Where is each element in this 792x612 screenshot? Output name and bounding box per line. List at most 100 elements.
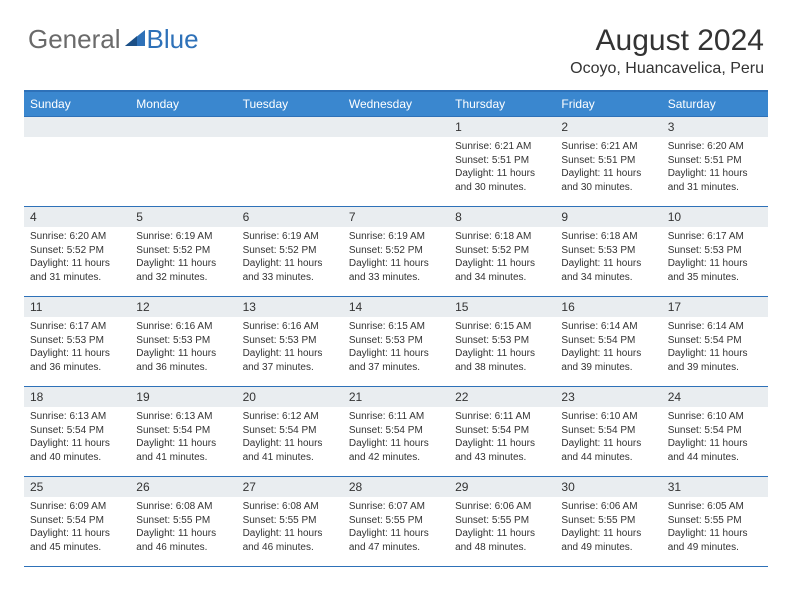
calendar-table: SundayMondayTuesdayWednesdayThursdayFrid… (24, 90, 768, 567)
day-detail-text: Sunrise: 6:08 AMSunset: 5:55 PMDaylight:… (130, 497, 236, 558)
day-detail-text: Sunrise: 6:07 AMSunset: 5:55 PMDaylight:… (343, 497, 449, 558)
day-number-bar: 13 (237, 297, 343, 317)
logo-sail-icon (123, 30, 145, 50)
day-number-bar: 27 (237, 477, 343, 497)
calendar-day-cell: 19Sunrise: 6:13 AMSunset: 5:54 PMDayligh… (130, 387, 236, 477)
day-number-bar: 8 (449, 207, 555, 227)
calendar-day-cell: 12Sunrise: 6:16 AMSunset: 5:53 PMDayligh… (130, 297, 236, 387)
calendar-week-row: 11Sunrise: 6:17 AMSunset: 5:53 PMDayligh… (24, 297, 768, 387)
day-detail-text: Sunrise: 6:16 AMSunset: 5:53 PMDaylight:… (237, 317, 343, 378)
calendar-day-cell: 21Sunrise: 6:11 AMSunset: 5:54 PMDayligh… (343, 387, 449, 477)
day-header: Thursday (449, 91, 555, 117)
day-detail-text: Sunrise: 6:15 AMSunset: 5:53 PMDaylight:… (449, 317, 555, 378)
day-detail-text: Sunrise: 6:15 AMSunset: 5:53 PMDaylight:… (343, 317, 449, 378)
day-number-bar (24, 117, 130, 137)
calendar-day-cell: 20Sunrise: 6:12 AMSunset: 5:54 PMDayligh… (237, 387, 343, 477)
page-header: General Blue August 2024 Ocoyo, Huancave… (0, 0, 792, 84)
day-number-bar: 5 (130, 207, 236, 227)
day-number-bar: 30 (555, 477, 661, 497)
day-detail-text: Sunrise: 6:11 AMSunset: 5:54 PMDaylight:… (449, 407, 555, 468)
day-detail-text: Sunrise: 6:06 AMSunset: 5:55 PMDaylight:… (449, 497, 555, 558)
calendar-day-cell (24, 117, 130, 207)
day-detail-text: Sunrise: 6:16 AMSunset: 5:53 PMDaylight:… (130, 317, 236, 378)
day-number-bar: 28 (343, 477, 449, 497)
day-number-bar: 24 (662, 387, 768, 407)
location-text: Ocoyo, Huancavelica, Peru (570, 60, 764, 78)
calendar-day-cell: 17Sunrise: 6:14 AMSunset: 5:54 PMDayligh… (662, 297, 768, 387)
calendar-day-cell: 16Sunrise: 6:14 AMSunset: 5:54 PMDayligh… (555, 297, 661, 387)
day-number-bar: 17 (662, 297, 768, 317)
day-detail-text: Sunrise: 6:20 AMSunset: 5:52 PMDaylight:… (24, 227, 130, 288)
day-number-bar: 16 (555, 297, 661, 317)
day-number-bar: 4 (24, 207, 130, 227)
month-title: August 2024 (570, 24, 764, 58)
day-number-bar: 21 (343, 387, 449, 407)
day-number-bar: 15 (449, 297, 555, 317)
day-number-bar: 31 (662, 477, 768, 497)
day-number-bar (237, 117, 343, 137)
day-detail-text: Sunrise: 6:05 AMSunset: 5:55 PMDaylight:… (662, 497, 768, 558)
calendar-day-cell: 15Sunrise: 6:15 AMSunset: 5:53 PMDayligh… (449, 297, 555, 387)
day-number-bar: 12 (130, 297, 236, 317)
brand-logo: General Blue (28, 24, 199, 55)
day-detail-text: Sunrise: 6:13 AMSunset: 5:54 PMDaylight:… (130, 407, 236, 468)
calendar-day-cell (237, 117, 343, 207)
day-detail-text: Sunrise: 6:17 AMSunset: 5:53 PMDaylight:… (24, 317, 130, 378)
calendar-day-cell: 29Sunrise: 6:06 AMSunset: 5:55 PMDayligh… (449, 477, 555, 567)
calendar-header-row: SundayMondayTuesdayWednesdayThursdayFrid… (24, 91, 768, 117)
day-detail-text: Sunrise: 6:18 AMSunset: 5:52 PMDaylight:… (449, 227, 555, 288)
calendar-day-cell: 26Sunrise: 6:08 AMSunset: 5:55 PMDayligh… (130, 477, 236, 567)
calendar-day-cell: 14Sunrise: 6:15 AMSunset: 5:53 PMDayligh… (343, 297, 449, 387)
day-number-bar: 7 (343, 207, 449, 227)
day-detail-text: Sunrise: 6:10 AMSunset: 5:54 PMDaylight:… (555, 407, 661, 468)
brand-part2: Blue (147, 24, 199, 55)
day-detail-text: Sunrise: 6:21 AMSunset: 5:51 PMDaylight:… (449, 137, 555, 198)
calendar-day-cell: 23Sunrise: 6:10 AMSunset: 5:54 PMDayligh… (555, 387, 661, 477)
day-number-bar: 14 (343, 297, 449, 317)
day-detail-text: Sunrise: 6:06 AMSunset: 5:55 PMDaylight:… (555, 497, 661, 558)
day-detail-text: Sunrise: 6:08 AMSunset: 5:55 PMDaylight:… (237, 497, 343, 558)
calendar-day-cell: 13Sunrise: 6:16 AMSunset: 5:53 PMDayligh… (237, 297, 343, 387)
day-detail-text: Sunrise: 6:14 AMSunset: 5:54 PMDaylight:… (662, 317, 768, 378)
day-number-bar: 18 (24, 387, 130, 407)
calendar-day-cell: 25Sunrise: 6:09 AMSunset: 5:54 PMDayligh… (24, 477, 130, 567)
calendar-day-cell: 1Sunrise: 6:21 AMSunset: 5:51 PMDaylight… (449, 117, 555, 207)
calendar-day-cell: 6Sunrise: 6:19 AMSunset: 5:52 PMDaylight… (237, 207, 343, 297)
brand-part1: General (28, 24, 121, 55)
calendar-week-row: 25Sunrise: 6:09 AMSunset: 5:54 PMDayligh… (24, 477, 768, 567)
calendar-day-cell (343, 117, 449, 207)
calendar-day-cell: 3Sunrise: 6:20 AMSunset: 5:51 PMDaylight… (662, 117, 768, 207)
calendar-week-row: 1Sunrise: 6:21 AMSunset: 5:51 PMDaylight… (24, 117, 768, 207)
day-number-bar: 11 (24, 297, 130, 317)
day-number-bar (130, 117, 236, 137)
calendar-day-cell: 24Sunrise: 6:10 AMSunset: 5:54 PMDayligh… (662, 387, 768, 477)
day-number-bar: 1 (449, 117, 555, 137)
calendar-day-cell: 4Sunrise: 6:20 AMSunset: 5:52 PMDaylight… (24, 207, 130, 297)
day-number-bar (343, 117, 449, 137)
day-number-bar: 9 (555, 207, 661, 227)
day-number-bar: 22 (449, 387, 555, 407)
calendar-week-row: 18Sunrise: 6:13 AMSunset: 5:54 PMDayligh… (24, 387, 768, 477)
day-detail-text: Sunrise: 6:19 AMSunset: 5:52 PMDaylight:… (343, 227, 449, 288)
calendar-day-cell: 18Sunrise: 6:13 AMSunset: 5:54 PMDayligh… (24, 387, 130, 477)
day-detail-text: Sunrise: 6:09 AMSunset: 5:54 PMDaylight:… (24, 497, 130, 558)
day-detail-text: Sunrise: 6:18 AMSunset: 5:53 PMDaylight:… (555, 227, 661, 288)
day-number-bar: 20 (237, 387, 343, 407)
day-number-bar: 10 (662, 207, 768, 227)
day-header: Wednesday (343, 91, 449, 117)
title-block: August 2024 Ocoyo, Huancavelica, Peru (570, 24, 764, 78)
calendar-day-cell: 10Sunrise: 6:17 AMSunset: 5:53 PMDayligh… (662, 207, 768, 297)
calendar-day-cell: 28Sunrise: 6:07 AMSunset: 5:55 PMDayligh… (343, 477, 449, 567)
calendar-day-cell: 2Sunrise: 6:21 AMSunset: 5:51 PMDaylight… (555, 117, 661, 207)
calendar-day-cell: 31Sunrise: 6:05 AMSunset: 5:55 PMDayligh… (662, 477, 768, 567)
calendar-day-cell: 5Sunrise: 6:19 AMSunset: 5:52 PMDaylight… (130, 207, 236, 297)
calendar-day-cell (130, 117, 236, 207)
calendar-day-cell: 27Sunrise: 6:08 AMSunset: 5:55 PMDayligh… (237, 477, 343, 567)
day-header: Sunday (24, 91, 130, 117)
calendar-body: 1Sunrise: 6:21 AMSunset: 5:51 PMDaylight… (24, 117, 768, 567)
day-detail-text: Sunrise: 6:19 AMSunset: 5:52 PMDaylight:… (130, 227, 236, 288)
day-number-bar: 6 (237, 207, 343, 227)
day-number-bar: 23 (555, 387, 661, 407)
calendar-day-cell: 30Sunrise: 6:06 AMSunset: 5:55 PMDayligh… (555, 477, 661, 567)
day-detail-text: Sunrise: 6:21 AMSunset: 5:51 PMDaylight:… (555, 137, 661, 198)
